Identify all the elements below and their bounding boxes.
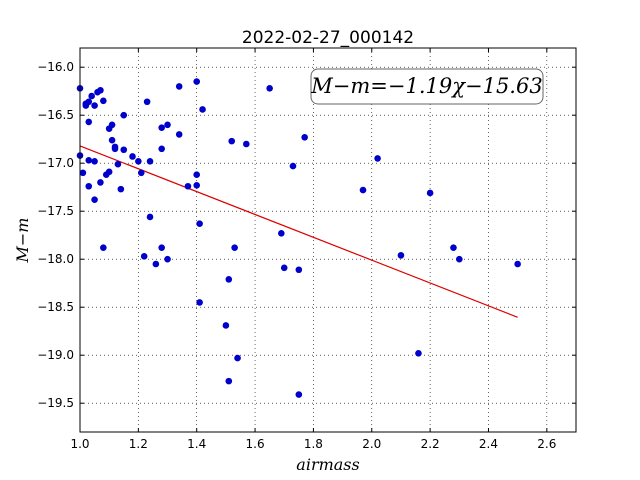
y-tick-label: −18.0 [37, 252, 74, 266]
y-tick-label: −16.0 [37, 60, 74, 74]
data-point [146, 213, 154, 221]
data-point [295, 266, 303, 274]
data-point [140, 253, 148, 260]
x-tick-label: 2.2 [421, 437, 440, 451]
y-axis-label: M−m [13, 218, 32, 264]
data-point [88, 92, 95, 100]
y-tick-label: −17.0 [37, 156, 74, 170]
grid-lines [79, 48, 576, 432]
data-point [295, 391, 303, 398]
data-point [158, 244, 165, 251]
data-point [164, 121, 171, 129]
y-tick-label: −18.5 [37, 300, 74, 314]
data-point [91, 157, 98, 165]
data-point [234, 354, 241, 362]
x-tick-label: 1.4 [187, 437, 206, 451]
data-point [79, 169, 87, 177]
data-point [266, 85, 273, 92]
data-point [135, 157, 142, 165]
data-point [137, 169, 145, 177]
data-point [301, 133, 308, 141]
x-tick-label: 1.0 [70, 437, 89, 451]
data-point [85, 118, 93, 126]
fit-equation-box: M−m=−1.19χ−15.63 [310, 68, 544, 105]
data-point [280, 264, 288, 272]
data-point [415, 349, 422, 357]
plot-area [80, 48, 576, 432]
data-point [455, 255, 463, 263]
data-point [243, 140, 250, 148]
data-point [158, 145, 165, 153]
x-tick-label: 2.6 [537, 437, 556, 451]
data-point [374, 155, 381, 162]
data-point [152, 260, 160, 268]
data-point [120, 146, 128, 154]
plot-frame [79, 47, 577, 433]
y-tick-label: −16.5 [37, 108, 74, 122]
fit-equation: M−m=−1.19χ−15.63 [310, 74, 542, 98]
data-point [359, 186, 367, 194]
data-point [397, 252, 405, 259]
x-tick-label: 1.6 [246, 437, 265, 451]
data-point [289, 162, 297, 170]
data-point [158, 124, 165, 131]
axis-ticks [79, 48, 576, 432]
x-tick-label: 1.8 [304, 437, 323, 451]
data-point [193, 78, 201, 85]
data-point [108, 136, 116, 144]
data-point [164, 255, 171, 263]
data-point [100, 97, 107, 105]
data-point [129, 153, 136, 160]
data-point [199, 106, 206, 113]
x-tick-label: 2.0 [362, 437, 381, 451]
data-point [193, 181, 201, 189]
fit-line-group [79, 145, 518, 318]
data-point [91, 196, 98, 203]
data-point [85, 98, 93, 106]
y-tick-label: −19.0 [37, 348, 74, 362]
y-tick-label: −17.5 [37, 204, 74, 218]
data-point [196, 299, 203, 306]
data-point [225, 377, 233, 385]
x-tick-label: 1.2 [129, 437, 148, 451]
data-point [97, 179, 104, 186]
data-point [143, 98, 151, 106]
x-tick-label: 2.4 [479, 437, 498, 451]
x-tick-labels: 1.0 1.2 1.4 1.6 1.8 2.0 2.2 2.4 2.6 [70, 437, 556, 451]
data-point [450, 244, 457, 251]
data-point [120, 111, 128, 119]
data-point [196, 220, 203, 227]
equation-box-frame [310, 68, 544, 105]
data-point [228, 137, 236, 145]
data-point [111, 145, 119, 153]
data-point [114, 160, 122, 168]
data-point [278, 229, 285, 237]
data-point [105, 168, 113, 176]
data-point [184, 182, 192, 190]
data-point [97, 86, 104, 94]
data-point [175, 131, 183, 138]
y-tick-label: −19.5 [37, 396, 74, 410]
chart-title: 2022-02-27_000142 [242, 28, 414, 48]
data-point [108, 121, 116, 129]
data-point [426, 189, 434, 197]
data-point [85, 157, 93, 164]
fit-line [79, 145, 518, 318]
data-point [514, 260, 521, 268]
data-point [91, 102, 98, 109]
data-point [175, 83, 183, 90]
data-point [85, 182, 93, 190]
y-tick-labels: −16.0 −16.5 −17.0 −17.5 −18.0 −18.5 −19.0 −19.5 [37, 60, 74, 410]
x-axis-label: airmass [296, 455, 359, 474]
data-point [117, 185, 125, 193]
data-point [225, 276, 233, 283]
data-point [193, 171, 201, 179]
data-point [100, 244, 107, 251]
data-points [76, 78, 521, 398]
data-point [146, 157, 154, 165]
data-point [231, 244, 238, 251]
data-point [222, 322, 230, 329]
